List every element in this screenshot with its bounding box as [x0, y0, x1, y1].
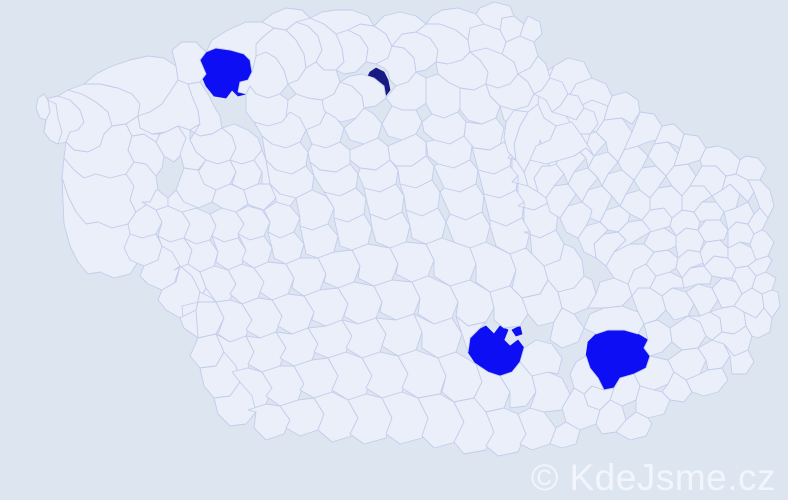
region[interactable] — [747, 179, 775, 219]
region[interactable] — [643, 319, 673, 357]
region[interactable] — [425, 135, 473, 169]
region[interactable] — [569, 355, 605, 395]
region[interactable] — [681, 265, 713, 289]
region[interactable] — [723, 343, 755, 375]
region[interactable] — [735, 155, 767, 181]
region[interactable] — [693, 201, 725, 223]
region[interactable] — [167, 189, 199, 213]
region[interactable] — [519, 15, 543, 43]
region[interactable] — [685, 367, 729, 397]
region[interactable] — [43, 99, 63, 145]
region-highlighted-south-central-tip[interactable] — [511, 325, 523, 337]
region[interactable] — [583, 305, 645, 335]
region[interactable] — [373, 11, 427, 47]
region[interactable] — [603, 91, 641, 125]
region[interactable] — [519, 339, 563, 377]
region[interactable] — [699, 145, 741, 177]
map-regions-layer — [35, 1, 781, 457]
watermark-kdejsme: © KdeJsme.cz — [530, 457, 776, 498]
region[interactable] — [503, 109, 529, 161]
region[interactable] — [615, 411, 653, 441]
region[interactable] — [269, 183, 297, 207]
region[interactable] — [205, 21, 275, 73]
region[interactable] — [261, 7, 311, 31]
region[interactable] — [125, 115, 161, 143]
region[interactable] — [623, 111, 663, 151]
region[interactable] — [211, 183, 249, 213]
region[interactable] — [475, 1, 515, 31]
region[interactable] — [529, 121, 595, 165]
region[interactable] — [549, 421, 581, 449]
region[interactable] — [455, 315, 487, 353]
region[interactable] — [141, 189, 169, 211]
region[interactable] — [195, 291, 217, 311]
region[interactable] — [647, 141, 679, 177]
region[interactable] — [459, 83, 501, 125]
region[interactable] — [177, 125, 207, 171]
region[interactable] — [605, 243, 655, 285]
region[interactable] — [761, 289, 781, 319]
region[interactable] — [595, 399, 627, 435]
region[interactable] — [557, 275, 597, 315]
region[interactable] — [171, 41, 207, 85]
region[interactable] — [539, 279, 549, 295]
region[interactable] — [749, 229, 775, 261]
region[interactable] — [213, 381, 257, 427]
